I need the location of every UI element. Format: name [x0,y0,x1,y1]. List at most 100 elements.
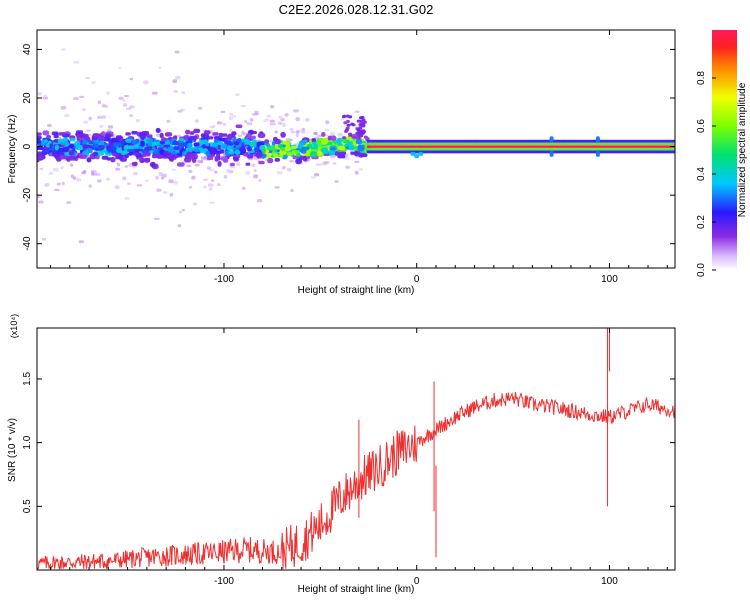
heatmap-cell-100 [334,180,339,183]
heatmap-cell-314 [301,130,306,134]
heatmap-cell-1054 [119,140,125,147]
heatmap-cell-142 [82,108,86,112]
heatmap-cell-259 [158,172,163,176]
heatmap-cell-20 [66,201,72,204]
heatmap-cell-418 [337,154,346,159]
heatmap-cell-333 [223,175,228,179]
heatmap-cell-295 [206,166,212,169]
heatmap-cell-1251 [191,157,197,163]
heatmap-cell-227 [101,115,107,119]
heatmap-cell-1299 [360,131,365,135]
heatmap-cell-230 [243,120,248,123]
heatmap-cell-296 [305,118,310,122]
heatmap-cell-1070 [218,137,226,141]
heatmap-cell-608 [125,132,131,136]
heatmap-cell-1133 [82,139,88,145]
heatmap-cell-1277 [110,145,116,150]
heatmap-cell-1072 [100,131,106,137]
heatmap-cell-345 [118,96,124,100]
heatmap-cell-422 [212,132,219,136]
top-x-tick-label-0: -100 [214,274,234,285]
heatmap-cell-1276 [144,146,152,151]
heatmap-cell-1115 [42,130,50,136]
top-plot-frame [36,29,676,269]
heatmap-cell-189 [177,224,182,228]
heatmap-cell-1049 [146,134,153,138]
heatmap-cell-2016 [549,150,554,157]
heatmap-cell-183 [158,66,162,69]
heatmap-cell-1168 [132,152,140,156]
heatmap-cell-1258 [103,137,111,142]
heatmap-cell-998 [94,151,99,156]
heatmap-cell-255 [64,113,70,118]
heatmap-cell-305 [293,109,299,113]
heatmap-cell-231 [330,154,336,159]
heatmap-cell-1190 [58,132,66,136]
heatmap-cell-1212 [187,147,193,153]
heatmap-cell-2015 [549,136,554,143]
heatmap-cell-187 [241,186,246,190]
heatmap-cell-229 [207,183,214,187]
bottom-x-tick-label-0: -100 [214,576,234,587]
heatmap-cell-51 [133,172,138,176]
heatmap-cell-1850 [672,142,675,146]
heatmap-cell-911 [280,131,286,138]
heatmap-cell-350 [229,128,233,133]
heatmap-cell-1166 [249,141,257,148]
heatmap-cell-48 [106,177,110,181]
heatmap-cell-33 [114,185,120,190]
heatmap-cell-1279 [259,145,266,151]
heatmap-cell-1184 [199,147,204,154]
heatmap-cell-1222 [328,150,336,156]
heatmap-cell-282 [358,168,364,171]
heatmap-cell-143 [118,67,122,70]
heatmap-cell-341 [315,163,322,166]
heatmap-cell-374 [203,185,207,189]
heatmap-cell-238 [85,76,90,80]
heatmap-cell-1229 [217,141,224,145]
heatmap-cell-1116 [277,143,283,148]
heatmap-cell-930 [257,132,266,138]
heatmap-cell-1204 [167,146,174,153]
heatmap-cell-254 [191,175,196,180]
heatmap-cell-88 [214,170,218,174]
heatmap-cell-927 [218,132,223,138]
heatmap-cell-2013 [414,154,420,159]
heatmap-cell-1227 [312,143,318,148]
heatmap-cell-1157 [52,152,60,157]
heatmap-cell-1123 [219,149,225,154]
heatmap-cell-304 [323,161,330,164]
heatmap-cell-1152 [302,155,308,162]
heatmap-cell-838 [143,158,151,163]
heatmap-cell-204 [54,188,60,191]
heatmap-cell-1061 [327,135,332,141]
heatmap-cell-7 [171,168,177,171]
heatmap-cell-157 [53,167,59,172]
heatmap-cell-1223 [156,154,163,159]
heatmap-cell-192 [78,240,84,244]
top-y-tick-label-2: 0 [22,143,33,149]
heatmap-cell-97 [209,201,215,204]
heatmap-cell-148 [209,126,215,129]
heatmap-cell-370 [124,95,129,97]
heatmap-cell-1178 [58,147,66,153]
heatmap-cell-256 [296,130,300,134]
colorbar-ticks: 0.0 0.2 0.4 0.6 0.8 [696,71,716,277]
heatmap-cell-1314 [352,135,357,139]
heatmap-cell-1216 [203,130,211,135]
heatmap-cell-1202 [110,138,119,143]
heatmap-cell-116 [169,192,174,197]
heatmap-cell-357 [88,184,92,188]
heatmap-cell-276 [282,123,286,128]
heatmap-cell-1109 [54,144,60,151]
heatmap-cell-1268 [201,139,208,144]
heatmap-cell-1228 [301,146,310,150]
heatmap-cell-122 [37,92,42,96]
heatmap-cell-1143 [172,140,179,146]
heatmap-cell-1091 [153,149,161,155]
heatmap-cell-24 [286,168,292,172]
heatmap-cell-1159 [227,140,232,145]
heatmap-cell-373 [143,80,149,85]
heatmap-cell-1024 [200,133,205,138]
bottom-y-multiplier: (x10⁴) [9,314,19,338]
